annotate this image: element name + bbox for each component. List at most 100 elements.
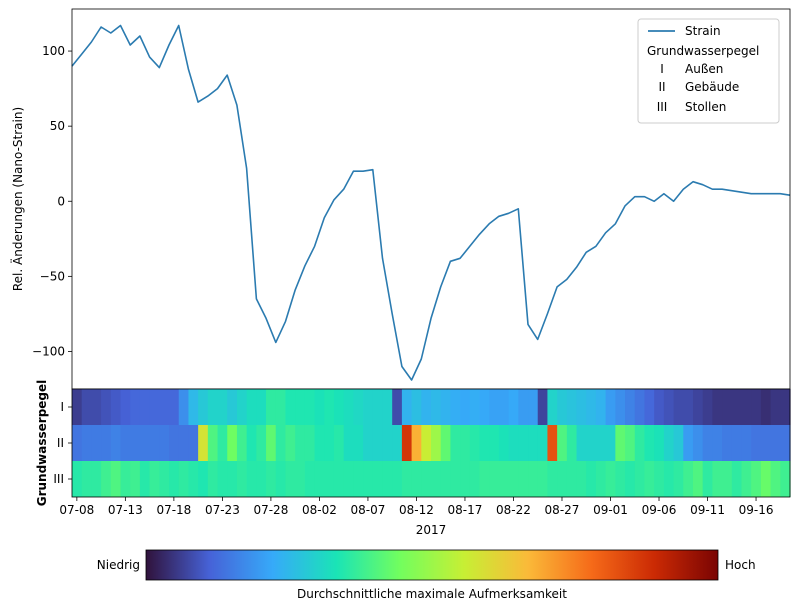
colorbar: Niedrig Hoch Durchschnittliche maximale … xyxy=(97,549,756,601)
x-tick-label: 07-18 xyxy=(156,503,191,517)
x-tick-label: 09-01 xyxy=(593,503,628,517)
heatmap-cell xyxy=(712,461,723,497)
heatmap-cell xyxy=(469,461,481,497)
heatmap-cell xyxy=(178,461,190,497)
heatmap-cell xyxy=(547,461,558,497)
heatmap-cell xyxy=(188,461,199,497)
heatmap-cell xyxy=(460,461,471,497)
legend-label-gebaeude: Gebäude xyxy=(685,80,739,94)
y-axis-label: Rel. Änderungen (Nano-Strain) xyxy=(10,107,25,291)
heatmap-cell xyxy=(537,461,549,497)
heatmap-cell xyxy=(450,461,461,497)
heatmap-cell xyxy=(760,389,772,425)
heatmap-cell xyxy=(479,389,490,425)
heatmap-cell xyxy=(382,389,393,425)
legend: Strain Grundwasserpegel I Außen II Gebäu… xyxy=(637,18,780,124)
heatmap-cell xyxy=(566,389,578,425)
heatmap-cell xyxy=(411,461,422,497)
heatmap-cell xyxy=(683,389,694,425)
heatmap-cell xyxy=(227,389,238,425)
heatmap-cell xyxy=(353,461,364,497)
heatmap-cell xyxy=(537,425,549,461)
strain-series-line xyxy=(71,24,791,381)
heatmap-cell xyxy=(557,461,568,497)
heatmap-cell xyxy=(236,425,248,461)
heatmap-cell xyxy=(460,425,471,461)
heatmap-cell xyxy=(207,389,219,425)
heatmap-cell xyxy=(343,389,354,425)
heatmap-cell xyxy=(731,461,743,497)
x-tick-label: 08-02 xyxy=(302,503,337,517)
heatmap-cells xyxy=(72,389,791,497)
heatmap-cell xyxy=(673,461,684,497)
colorbar-high-label: Hoch xyxy=(725,558,756,572)
heatmap-cell xyxy=(392,425,403,461)
heatmap-cell xyxy=(324,461,335,497)
heatmap-cell xyxy=(586,461,597,497)
x-tick-label: 08-22 xyxy=(496,503,531,517)
heatmap-cell xyxy=(683,425,694,461)
legend-label-stollen: Stollen xyxy=(685,100,726,114)
heatmap-cell xyxy=(227,461,238,497)
x-tick-label: 08-07 xyxy=(350,503,385,517)
x-tick-label: 08-17 xyxy=(448,503,483,517)
heatmap-cell xyxy=(595,425,607,461)
heatmap-cell xyxy=(217,425,228,461)
heatmap-cell xyxy=(372,425,384,461)
heatmap-cell xyxy=(382,425,393,461)
heatmap-cell xyxy=(751,389,762,425)
heatmap-cell xyxy=(139,461,151,497)
heatmap-cell xyxy=(314,461,325,497)
heatmap-cell xyxy=(450,425,461,461)
heatmap-cell xyxy=(770,389,781,425)
colorbar-label: Durchschnittliche maximale Aufmerksamkei… xyxy=(297,587,567,601)
heatmap-cell xyxy=(101,425,112,461)
y-tick-label: 100 xyxy=(42,44,65,58)
heatmap-cell xyxy=(81,425,92,461)
heatmap-cell xyxy=(731,425,743,461)
heatmap-cell xyxy=(625,389,636,425)
x-axis-ticks: 07-08 07-13 07-18 07-23 07-28 08-02 08-07 08-12… xyxy=(59,497,773,517)
heatmap-row-label: III xyxy=(53,472,64,486)
legend-box xyxy=(637,18,780,124)
heatmap-cell xyxy=(741,461,752,497)
heatmap-cell xyxy=(217,389,228,425)
heatmap-cell xyxy=(751,425,762,461)
heatmap-cell xyxy=(333,425,345,461)
heatmap-cell xyxy=(110,389,122,425)
heatmap-cell xyxy=(236,461,248,497)
y-tick-label: −100 xyxy=(32,344,65,358)
heatmap-cell xyxy=(382,461,393,497)
heatmap-cell xyxy=(692,461,704,497)
heatmap-cell xyxy=(256,425,267,461)
heatmap-cell xyxy=(363,425,374,461)
heatmap-cell xyxy=(392,389,403,425)
colorbar-gradient xyxy=(145,549,719,581)
heatmap-cell xyxy=(110,461,122,497)
heatmap-cell xyxy=(518,425,529,461)
heatmap-cell xyxy=(91,389,102,425)
heatmap-cell xyxy=(557,425,568,461)
heatmap-cell xyxy=(557,389,568,425)
heatmap-cell xyxy=(285,461,296,497)
heatmap-cell xyxy=(236,389,248,425)
legend-key-i: I xyxy=(660,62,664,76)
heatmap-cell xyxy=(479,425,490,461)
heatmap-cell xyxy=(440,461,451,497)
heatmap-cell xyxy=(595,461,607,497)
heatmap-cell xyxy=(421,461,432,497)
heatmap-cell xyxy=(130,389,141,425)
heatmap-cell xyxy=(198,425,209,461)
heatmap-row-label: II xyxy=(57,436,64,450)
heatmap-cell xyxy=(275,461,287,497)
heatmap-cell xyxy=(605,425,616,461)
heatmap-cell xyxy=(431,425,442,461)
heatmap-cell xyxy=(130,461,141,497)
y-tick-label: −50 xyxy=(40,269,65,283)
heatmap-cell xyxy=(333,389,345,425)
heatmap-cell xyxy=(528,461,539,497)
heatmap-cell xyxy=(363,389,374,425)
heatmap-cell xyxy=(760,425,772,461)
